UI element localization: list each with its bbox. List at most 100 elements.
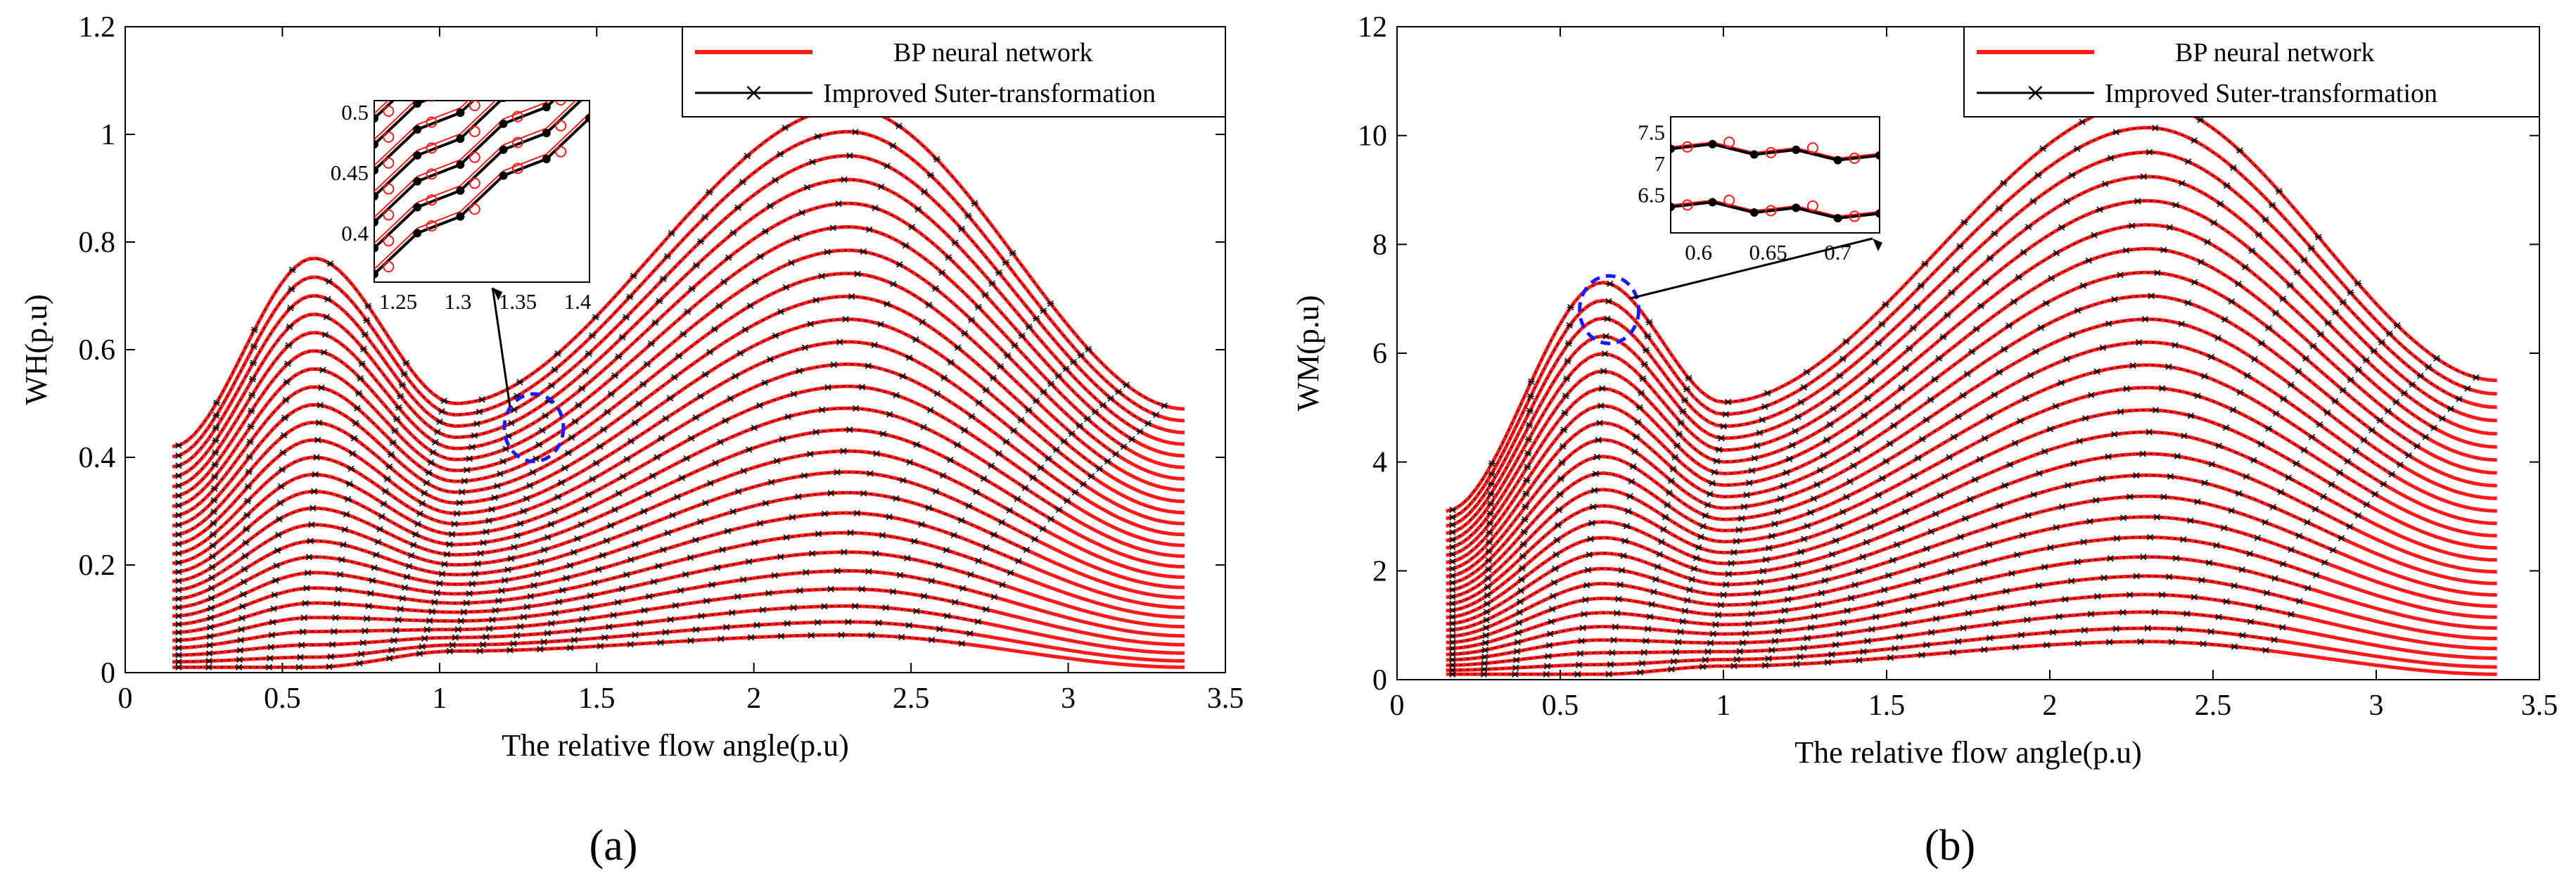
suter-marker-b xyxy=(1797,399,1805,406)
suter-marker-a xyxy=(398,381,406,388)
inset-suter-line-a xyxy=(374,101,583,250)
suter-marker-b xyxy=(1448,558,1456,565)
suter-marker-b xyxy=(1742,630,1749,637)
suter-marker-b xyxy=(1482,624,1490,631)
suter-marker-b xyxy=(2166,224,2174,231)
suter-marker-a xyxy=(466,590,473,597)
suter-marker-b xyxy=(2019,532,2027,539)
inset-suter-dot-a xyxy=(374,217,378,227)
inset-bp-line-a xyxy=(374,101,497,192)
suter-marker-a xyxy=(604,409,611,416)
suter-marker-a xyxy=(499,458,507,465)
suter-marker-a xyxy=(820,603,828,610)
suter-marker-a xyxy=(990,374,997,381)
suter-marker-a xyxy=(174,482,182,489)
x-tick-label-b: 2 xyxy=(2043,690,2058,722)
suter-marker-b xyxy=(1980,559,1988,566)
suter-marker-a xyxy=(419,500,426,507)
suter-marker-a xyxy=(285,342,293,349)
suter-marker-b xyxy=(1762,556,1770,564)
suter-marker-a xyxy=(899,476,907,484)
suter-marker-b xyxy=(2272,410,2280,417)
suter-marker-a xyxy=(627,641,635,648)
suter-marker-b xyxy=(2235,281,2243,288)
suter-marker-b xyxy=(1448,536,1456,543)
suter-marker-a xyxy=(238,614,246,622)
suter-marker-b xyxy=(2087,611,2095,618)
inset-bp-circle-a xyxy=(383,235,395,247)
suter-marker-b xyxy=(1564,357,1571,364)
suter-marker-a xyxy=(790,390,798,398)
suter-marker-a xyxy=(588,332,596,339)
suter-markers-a xyxy=(174,270,1111,519)
inset-y-tick-label-a: 0.4 xyxy=(341,221,369,246)
suter-marker-a xyxy=(174,502,182,509)
suter-marker-a xyxy=(535,441,543,448)
suter-marker-b xyxy=(2091,231,2098,239)
suter-marker-b xyxy=(2123,385,2131,393)
suter-marker-b xyxy=(1778,618,1785,625)
suter-marker-b xyxy=(1515,619,1523,626)
suter-marker-b xyxy=(2064,482,2072,489)
suter-marker-b xyxy=(2208,461,2216,468)
suter-markers-b xyxy=(1448,638,2269,678)
inset-bp-line-a xyxy=(374,113,589,270)
x-tick-label-a: 0.5 xyxy=(264,682,301,715)
suter-marker-a xyxy=(1009,250,1016,257)
suter-marker-a xyxy=(974,303,982,311)
suter-marker-a xyxy=(807,320,815,327)
suter-marker-b xyxy=(2092,497,2100,504)
suter-marker-a xyxy=(270,605,278,612)
suter-marker-b xyxy=(2347,376,2354,383)
suter-marker-b xyxy=(1639,375,1647,382)
suter-marker-a xyxy=(570,549,578,556)
suter-marker-a xyxy=(687,554,694,561)
suter-marker-b xyxy=(1545,653,1552,660)
suter-marker-a xyxy=(808,550,816,557)
suter-marker-b xyxy=(1783,469,1790,476)
inset-bp-circle-a xyxy=(383,131,395,143)
suter-marker-b xyxy=(1986,635,1994,642)
suter-marker-b xyxy=(1600,367,1607,375)
suter-marker-a xyxy=(682,571,689,578)
suter-marker-a xyxy=(385,463,393,470)
suter-marker-a xyxy=(205,650,213,657)
suter-marker-a xyxy=(488,506,496,513)
panel-label-b-text: (b) xyxy=(1925,822,1975,870)
suter-marker-a xyxy=(585,491,592,498)
suter-marker-b xyxy=(2158,385,2166,392)
suter-marker-a xyxy=(732,373,739,380)
x-tick-label-b: 0.5 xyxy=(1542,690,1579,722)
suter-marker-a xyxy=(814,618,822,626)
suter-marker-b xyxy=(2137,638,2145,645)
suter-marker-a xyxy=(852,405,860,412)
suter-marker-a xyxy=(575,402,582,409)
suter-marker-b xyxy=(2068,331,2076,338)
suter-marker-b xyxy=(1575,661,1583,668)
suter-marker-a xyxy=(871,341,879,348)
suter-marker-b xyxy=(1512,664,1519,671)
suter-marker-b xyxy=(1878,475,1886,482)
suter-marker-a xyxy=(655,563,663,570)
suter-marker-a xyxy=(905,622,913,629)
suter-marker-b xyxy=(1551,565,1559,572)
suter-marker-b xyxy=(1896,633,1904,640)
suter-marker-b xyxy=(1670,658,1678,665)
suter-marker-a xyxy=(372,551,380,559)
suter-marker-a xyxy=(725,254,732,261)
suter-marker-b xyxy=(2239,632,2247,639)
suter-marker-a xyxy=(882,604,890,611)
suter-marker-a xyxy=(374,538,382,545)
suter-marker-b xyxy=(2354,367,2362,374)
suter-marker-b xyxy=(2362,357,2370,364)
suter-marker-b xyxy=(2117,272,2124,279)
suter-marker-b xyxy=(2331,398,2339,405)
suter-marker-b xyxy=(1481,640,1489,647)
suter-marker-b xyxy=(1683,386,1690,393)
suter-marker-a xyxy=(508,419,516,426)
bp-curve-a xyxy=(172,294,1185,528)
suter-marker-b xyxy=(2119,609,2127,616)
suter-marker-b xyxy=(1825,564,1832,571)
suter-marker-b xyxy=(1448,528,1456,536)
